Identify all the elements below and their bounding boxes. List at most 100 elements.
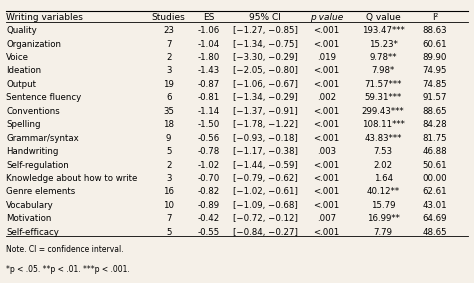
- Text: Output: Output: [6, 80, 36, 89]
- Text: 91.57: 91.57: [423, 93, 447, 102]
- Text: 5: 5: [166, 147, 172, 156]
- Text: 19: 19: [163, 80, 174, 89]
- Text: 48.65: 48.65: [423, 228, 447, 237]
- Text: .003: .003: [317, 147, 336, 156]
- Text: [−0.84, −0.27]: [−0.84, −0.27]: [233, 228, 298, 237]
- Text: -0.70: -0.70: [198, 174, 220, 183]
- Text: <.001: <.001: [313, 187, 340, 196]
- Text: 16.99**: 16.99**: [367, 214, 400, 223]
- Text: -1.50: -1.50: [198, 120, 220, 129]
- Text: 3: 3: [166, 67, 172, 76]
- Text: 74.95: 74.95: [423, 67, 447, 76]
- Text: .019: .019: [317, 53, 336, 62]
- Text: Motivation: Motivation: [6, 214, 52, 223]
- Text: [−1.44, −0.59]: [−1.44, −0.59]: [233, 160, 298, 170]
- Text: <.001: <.001: [313, 160, 340, 170]
- Text: [−1.34, −0.29]: [−1.34, −0.29]: [233, 93, 298, 102]
- Text: Studies: Studies: [152, 13, 185, 22]
- Text: 40.12**: 40.12**: [366, 187, 400, 196]
- Text: 88.63: 88.63: [423, 26, 447, 35]
- Text: Q value: Q value: [366, 13, 401, 22]
- Text: 5: 5: [166, 228, 172, 237]
- Text: 81.75: 81.75: [423, 134, 447, 143]
- Text: 193.47***: 193.47***: [362, 26, 404, 35]
- Text: <.001: <.001: [313, 40, 340, 49]
- Text: -0.89: -0.89: [198, 201, 220, 210]
- Text: [−1.37, −0.91]: [−1.37, −0.91]: [233, 107, 298, 116]
- Text: 299.43***: 299.43***: [362, 107, 404, 116]
- Text: <.001: <.001: [313, 201, 340, 210]
- Text: Genre elements: Genre elements: [6, 187, 75, 196]
- Text: [−1.09, −0.68]: [−1.09, −0.68]: [233, 201, 298, 210]
- Text: [−1.34, −0.75]: [−1.34, −0.75]: [233, 40, 298, 49]
- Text: 89.90: 89.90: [423, 53, 447, 62]
- Text: <.001: <.001: [313, 174, 340, 183]
- Text: 7.98*: 7.98*: [372, 67, 395, 76]
- Text: 9.78**: 9.78**: [369, 53, 397, 62]
- Text: Note. CI = confidence interval.: Note. CI = confidence interval.: [6, 245, 124, 254]
- Text: *p < .05. **p < .01. ***p < .001.: *p < .05. **p < .01. ***p < .001.: [6, 265, 130, 274]
- Text: -0.56: -0.56: [198, 134, 220, 143]
- Text: 35: 35: [163, 107, 174, 116]
- Text: Vocabulary: Vocabulary: [6, 201, 54, 210]
- Text: 50.61: 50.61: [423, 160, 447, 170]
- Text: [−1.17, −0.38]: [−1.17, −0.38]: [233, 147, 298, 156]
- Text: 2: 2: [166, 53, 172, 62]
- Text: <.001: <.001: [313, 107, 340, 116]
- Text: Conventions: Conventions: [6, 107, 60, 116]
- Text: 43.01: 43.01: [423, 201, 447, 210]
- Text: 15.23*: 15.23*: [369, 40, 398, 49]
- Text: 2: 2: [166, 160, 172, 170]
- Text: p value: p value: [310, 13, 343, 22]
- Text: -0.78: -0.78: [198, 147, 220, 156]
- Text: Spelling: Spelling: [6, 120, 41, 129]
- Text: [−1.78, −1.22]: [−1.78, −1.22]: [233, 120, 298, 129]
- Text: 71.57***: 71.57***: [365, 80, 402, 89]
- Text: 60.61: 60.61: [423, 40, 447, 49]
- Text: -0.87: -0.87: [198, 80, 220, 89]
- Text: -0.82: -0.82: [198, 187, 220, 196]
- Text: [−1.06, −0.67]: [−1.06, −0.67]: [233, 80, 298, 89]
- Text: Voice: Voice: [6, 53, 29, 62]
- Text: <.001: <.001: [313, 228, 340, 237]
- Text: [−1.02, −0.61]: [−1.02, −0.61]: [233, 187, 298, 196]
- Text: 7: 7: [166, 40, 172, 49]
- Text: 00.00: 00.00: [423, 174, 447, 183]
- Text: Sentence fluency: Sentence fluency: [6, 93, 82, 102]
- Text: <.001: <.001: [313, 80, 340, 89]
- Text: <.001: <.001: [313, 134, 340, 143]
- Text: Self-efficacy: Self-efficacy: [6, 228, 59, 237]
- Text: [−1.27, −0.85]: [−1.27, −0.85]: [233, 26, 298, 35]
- Text: [−0.93, −0.18]: [−0.93, −0.18]: [233, 134, 298, 143]
- Text: <.001: <.001: [313, 67, 340, 76]
- Text: Self-regulation: Self-regulation: [6, 160, 69, 170]
- Text: [−0.72, −0.12]: [−0.72, −0.12]: [233, 214, 298, 223]
- Text: Handwriting: Handwriting: [6, 147, 58, 156]
- Text: 7.53: 7.53: [374, 147, 392, 156]
- Text: Ideation: Ideation: [6, 67, 41, 76]
- Text: Knowledge about how to write: Knowledge about how to write: [6, 174, 137, 183]
- Text: I²: I²: [432, 13, 438, 22]
- Text: 2.02: 2.02: [374, 160, 392, 170]
- Text: 7: 7: [166, 214, 172, 223]
- Text: 64.69: 64.69: [423, 214, 447, 223]
- Text: ES: ES: [203, 13, 214, 22]
- Text: <.001: <.001: [313, 120, 340, 129]
- Text: -1.14: -1.14: [198, 107, 220, 116]
- Text: Grammar/syntax: Grammar/syntax: [6, 134, 79, 143]
- Text: 95% CI: 95% CI: [249, 13, 281, 22]
- Text: -1.06: -1.06: [198, 26, 220, 35]
- Text: Quality: Quality: [6, 26, 37, 35]
- Text: 62.61: 62.61: [423, 187, 447, 196]
- Text: [−3.30, −0.29]: [−3.30, −0.29]: [233, 53, 298, 62]
- Text: 108.11***: 108.11***: [362, 120, 404, 129]
- Text: 18: 18: [163, 120, 174, 129]
- Text: .007: .007: [317, 214, 336, 223]
- Text: 84.28: 84.28: [423, 120, 447, 129]
- Text: .002: .002: [317, 93, 336, 102]
- Text: 15.79: 15.79: [371, 201, 395, 210]
- Text: 3: 3: [166, 174, 172, 183]
- Text: -0.55: -0.55: [198, 228, 220, 237]
- Text: <.001: <.001: [313, 26, 340, 35]
- Text: 59.31***: 59.31***: [365, 93, 401, 102]
